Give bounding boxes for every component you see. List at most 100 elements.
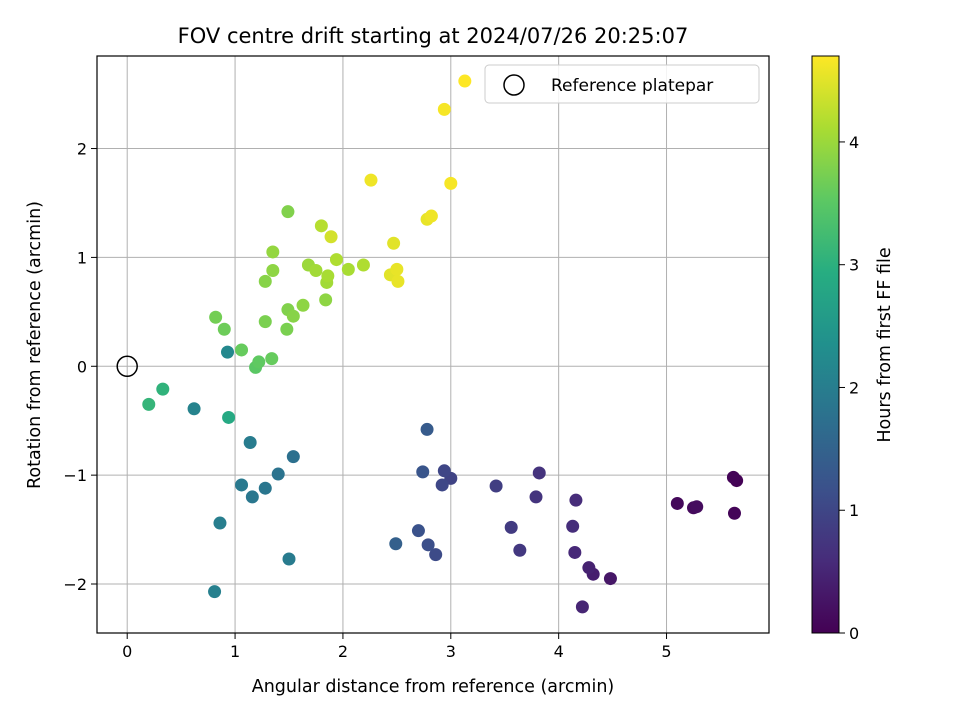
plot-frame xyxy=(96,55,770,634)
scatter-point xyxy=(489,479,503,493)
scatter-point xyxy=(569,493,583,507)
colorbar-tick-label: 0 xyxy=(849,624,859,643)
scatter-point xyxy=(321,269,335,283)
colorbar-tick-label: 1 xyxy=(849,501,859,520)
scatter-point xyxy=(416,465,430,479)
colorbar-frame xyxy=(811,55,840,634)
scatter-point xyxy=(603,572,617,586)
scatter-point xyxy=(444,176,458,190)
scatter-point xyxy=(314,219,328,233)
scatter-point xyxy=(568,545,582,559)
legend-box xyxy=(484,64,760,104)
scatter-point xyxy=(356,258,370,272)
grid xyxy=(97,56,769,633)
x-tick-label: 0 xyxy=(122,642,132,661)
scatter-point xyxy=(156,382,170,396)
scatter-point xyxy=(217,322,231,336)
scatter-point xyxy=(209,310,223,324)
scatter-point xyxy=(566,519,580,533)
x-tick-label: 5 xyxy=(661,642,671,661)
y-tick-label: 2 xyxy=(77,140,87,159)
x-tick-label: 4 xyxy=(554,642,564,661)
scatter-point xyxy=(187,402,201,416)
scatter-point xyxy=(529,490,543,504)
scatter-point xyxy=(286,309,300,323)
colorbar-tick-label: 2 xyxy=(849,378,859,397)
scatter-point xyxy=(391,274,405,288)
scatter-point xyxy=(341,262,355,276)
scatter-point xyxy=(243,435,257,449)
scatter-point xyxy=(670,496,684,510)
scatter-point xyxy=(266,245,280,259)
reference-marker-group xyxy=(116,355,138,378)
scatter-point xyxy=(690,500,704,514)
x-tick-label: 1 xyxy=(230,642,240,661)
x-tick-label: 2 xyxy=(338,642,348,661)
scatter-point xyxy=(421,538,435,552)
scatter-point xyxy=(258,315,272,329)
y-axis-label: Rotation from reference (arcmin) xyxy=(25,201,45,489)
scatter-point xyxy=(235,343,249,357)
scatter-point xyxy=(280,322,294,336)
scatter-point xyxy=(208,585,222,599)
legend-open-circle-icon xyxy=(503,74,525,96)
scatter-point xyxy=(411,524,425,538)
scatter-point xyxy=(221,345,235,359)
scatter-point xyxy=(266,263,280,277)
colorbar-tick-label: 4 xyxy=(849,133,859,152)
scatter-point xyxy=(281,205,295,219)
scatter-point xyxy=(271,467,285,481)
scatter-point xyxy=(420,422,434,436)
y-axis-ticks: −2 −1 0 1 2 xyxy=(63,140,97,594)
scatter-point xyxy=(245,490,259,504)
x-axis-ticks: 0 1 2 3 4 5 xyxy=(122,633,672,661)
scatter-point xyxy=(727,506,741,520)
chart-title: FOV centre drift starting at 2024/07/26 … xyxy=(178,24,689,48)
scatter-point xyxy=(429,548,443,562)
legend-entry-reference: Reference platepar xyxy=(551,76,713,96)
reference-platepar-marker xyxy=(116,355,138,378)
colorbar-label: Hours from first FF file xyxy=(875,247,895,442)
scatter-point xyxy=(265,352,279,366)
scatter-point xyxy=(258,274,272,288)
colorbar-ticks: 0 1 2 3 4 xyxy=(839,133,859,643)
scatter-point xyxy=(309,263,323,277)
data-points xyxy=(142,74,744,614)
colorbar-tick-label: 3 xyxy=(849,256,859,275)
scatter-point xyxy=(437,464,451,478)
scatter-point xyxy=(504,520,518,534)
scatter-point xyxy=(319,293,333,307)
scatter-point xyxy=(458,74,472,88)
colorbar-gradient xyxy=(812,56,839,633)
scatter-point xyxy=(424,209,438,223)
scatter-point xyxy=(329,253,343,267)
scatter-point xyxy=(435,478,449,492)
scatter-point xyxy=(513,543,527,557)
scatter-point xyxy=(575,600,589,614)
y-tick-label: −2 xyxy=(63,575,87,594)
scatter-point xyxy=(222,410,236,424)
scatter-point xyxy=(282,552,296,566)
scatter-point xyxy=(286,450,300,464)
x-axis-label: Angular distance from reference (arcmin) xyxy=(252,677,615,697)
scatter-point xyxy=(324,230,338,244)
scatter-point xyxy=(726,470,740,484)
scatter-point xyxy=(252,355,266,369)
x-tick-label: 3 xyxy=(446,642,456,661)
scatter-point xyxy=(387,236,401,250)
y-tick-label: −1 xyxy=(63,466,87,485)
scatter-point xyxy=(235,478,249,492)
scatter-point xyxy=(437,102,451,116)
scatter-point xyxy=(389,537,403,551)
scatter-point xyxy=(296,298,310,312)
legend: Reference platepar xyxy=(484,64,760,104)
scatter-point xyxy=(258,481,272,495)
colorbar: 0 1 2 3 4 Hours from first FF file xyxy=(811,55,895,643)
y-tick-label: 0 xyxy=(77,357,87,376)
y-tick-label: 1 xyxy=(77,248,87,267)
scatter-point xyxy=(364,173,378,187)
scatter-point xyxy=(532,466,546,480)
scatter-point xyxy=(142,397,156,411)
